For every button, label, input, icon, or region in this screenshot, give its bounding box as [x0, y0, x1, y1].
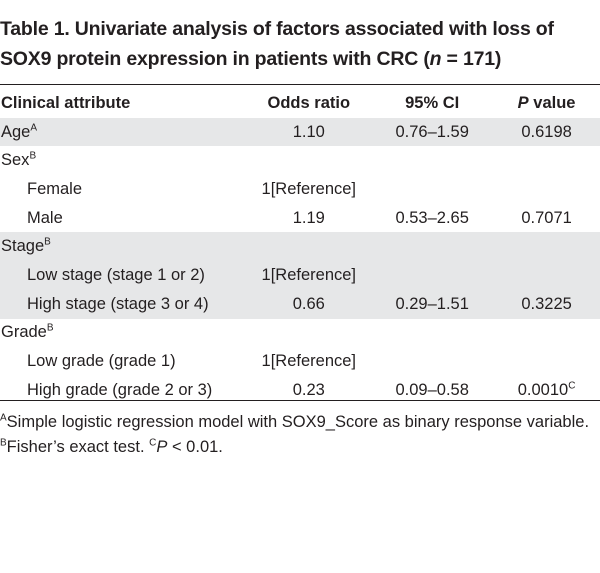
- table-row: High grade (grade 2 or 3) 0.23 0.09–0.58 0.…: [0, 376, 600, 405]
- attribute-label: Age: [1, 122, 31, 141]
- cell-ci: [371, 347, 493, 376]
- cell-p-value: [493, 347, 600, 376]
- results-table: Clinical attribute Odds ratio 95% CI P v…: [0, 89, 600, 405]
- cell-p-value: 0.0010C: [493, 376, 600, 405]
- footnote-c-mark: C: [149, 437, 157, 449]
- cell-ci: 0.76–1.59: [371, 117, 494, 147]
- attribute-footnote-mark: A: [30, 122, 38, 134]
- p-value-footnote-mark: C: [568, 380, 576, 392]
- cell-attribute: AgeA: [0, 117, 247, 147]
- cell-attribute: Low grade (grade 1): [0, 347, 246, 376]
- attribute-label: High grade (grade 2 or 3): [27, 380, 213, 399]
- cell-ci: [371, 175, 493, 204]
- attribute-label: Grade: [1, 323, 47, 342]
- cell-odds-ratio: 0.66: [246, 289, 372, 319]
- header-p-italic: P: [517, 93, 529, 112]
- header-ci: 95% CI: [405, 93, 460, 112]
- header-p-value: P value: [493, 89, 600, 118]
- table-row: High stage (stage 3 or 4) 0.66 0.29–1.51 0.…: [0, 289, 600, 319]
- cell-ci: 0.29–1.51: [371, 289, 494, 319]
- cell-attribute: High stage (stage 3 or 4): [0, 289, 247, 319]
- p-value-text: 0.6198: [521, 122, 572, 141]
- table-title: Table 1. Univariate analysis of factors …: [0, 14, 600, 74]
- cell-p-value: [493, 175, 600, 204]
- p-value-text: 0.3225: [521, 294, 572, 313]
- cell-attribute: Male: [0, 204, 246, 233]
- table-row: Male 1.19 0.53–2.65 0.7071: [0, 204, 600, 233]
- footnote-c-p: P: [156, 438, 168, 456]
- cell-attribute: Low stage (stage 1 or 2): [0, 261, 247, 290]
- bottom-rule: [0, 400, 600, 401]
- cell-p-value: 0.6198: [493, 117, 600, 147]
- cell-odds-ratio: [246, 319, 371, 348]
- cell-p-value: [493, 232, 600, 262]
- table-row: Low grade (grade 1) 1[Reference]: [0, 347, 600, 376]
- attribute-label: Female: [27, 179, 83, 198]
- cell-odds-ratio: [246, 232, 372, 262]
- title-n: n: [429, 48, 442, 70]
- header-odds-ratio: Odds ratio: [267, 93, 351, 112]
- attribute-label: Low grade (grade 1): [27, 352, 176, 371]
- cell-p-value: 0.3225: [493, 289, 600, 319]
- footnote-a-mark: A: [0, 412, 7, 424]
- header-attribute: Clinical attribute: [1, 93, 131, 112]
- cell-ci: [371, 261, 494, 290]
- table-row: StageB: [0, 232, 600, 262]
- cell-ci: [371, 146, 493, 175]
- cell-attribute: GradeB: [0, 319, 246, 348]
- cell-p-value: 0.7071: [493, 204, 600, 233]
- cell-ci: [371, 319, 493, 348]
- cell-odds-ratio: [246, 146, 371, 175]
- footnote-c-text: < 0.01.: [167, 438, 223, 456]
- table-row: GradeB: [0, 319, 600, 348]
- top-rule: [0, 84, 600, 85]
- attribute-footnote-mark: B: [44, 236, 51, 248]
- cell-attribute: SexB: [0, 146, 246, 175]
- cell-ci: [371, 232, 494, 262]
- cell-odds-ratio: 1[Reference]: [246, 261, 372, 290]
- p-value-text: 0.7071: [521, 208, 572, 227]
- cell-odds-ratio: 0.23: [292, 380, 325, 399]
- title-suffix: = 171): [441, 48, 502, 70]
- cell-p-value: [493, 146, 600, 175]
- footnotes: ASimple logistic regression model with S…: [0, 410, 595, 460]
- header-row: Clinical attribute Odds ratio 95% CI P v…: [0, 89, 600, 118]
- header-p-rest: value: [528, 93, 576, 112]
- attribute-label: Stage: [1, 237, 45, 256]
- cell-odds-ratio: 1[Reference]: [261, 179, 357, 198]
- table-row: Female 1[Reference]: [0, 175, 600, 204]
- attribute-label: High stage (stage 3 or 4): [27, 294, 209, 313]
- cell-p-value: [493, 319, 600, 348]
- cell-ci: 0.09–0.58: [395, 380, 469, 399]
- attribute-footnote-mark: B: [46, 322, 54, 334]
- table-row: AgeA 1.10 0.76–1.59 0.6198: [0, 117, 600, 147]
- cell-p-value: [493, 261, 600, 290]
- cell-odds-ratio: 1.19: [292, 208, 325, 227]
- footnote-b-mark: B: [0, 437, 7, 449]
- cell-attribute: High grade (grade 2 or 3): [0, 376, 246, 405]
- cell-ci: 0.53–2.65: [395, 208, 469, 227]
- footnote-a-text: Simple logistic regression model with SO…: [6, 413, 590, 431]
- attribute-label: Male: [27, 208, 63, 227]
- footnote-b-text: Fisher’s exact test.: [6, 438, 150, 456]
- attribute-label: Sex: [1, 151, 30, 170]
- p-value-text: 0.0010: [517, 380, 569, 399]
- title-prefix: Table 1. Univariate analysis of factors …: [0, 18, 554, 70]
- table-row: Low stage (stage 1 or 2) 1[Reference]: [0, 261, 600, 290]
- cell-odds-ratio: 1.10: [246, 117, 372, 147]
- cell-odds-ratio: 1[Reference]: [261, 352, 357, 371]
- table-row: SexB: [0, 146, 600, 175]
- cell-attribute: Female: [0, 175, 246, 204]
- attribute-footnote-mark: B: [29, 150, 37, 162]
- attribute-label: Low stage (stage 1 or 2): [27, 265, 205, 284]
- cell-attribute: StageB: [0, 232, 247, 262]
